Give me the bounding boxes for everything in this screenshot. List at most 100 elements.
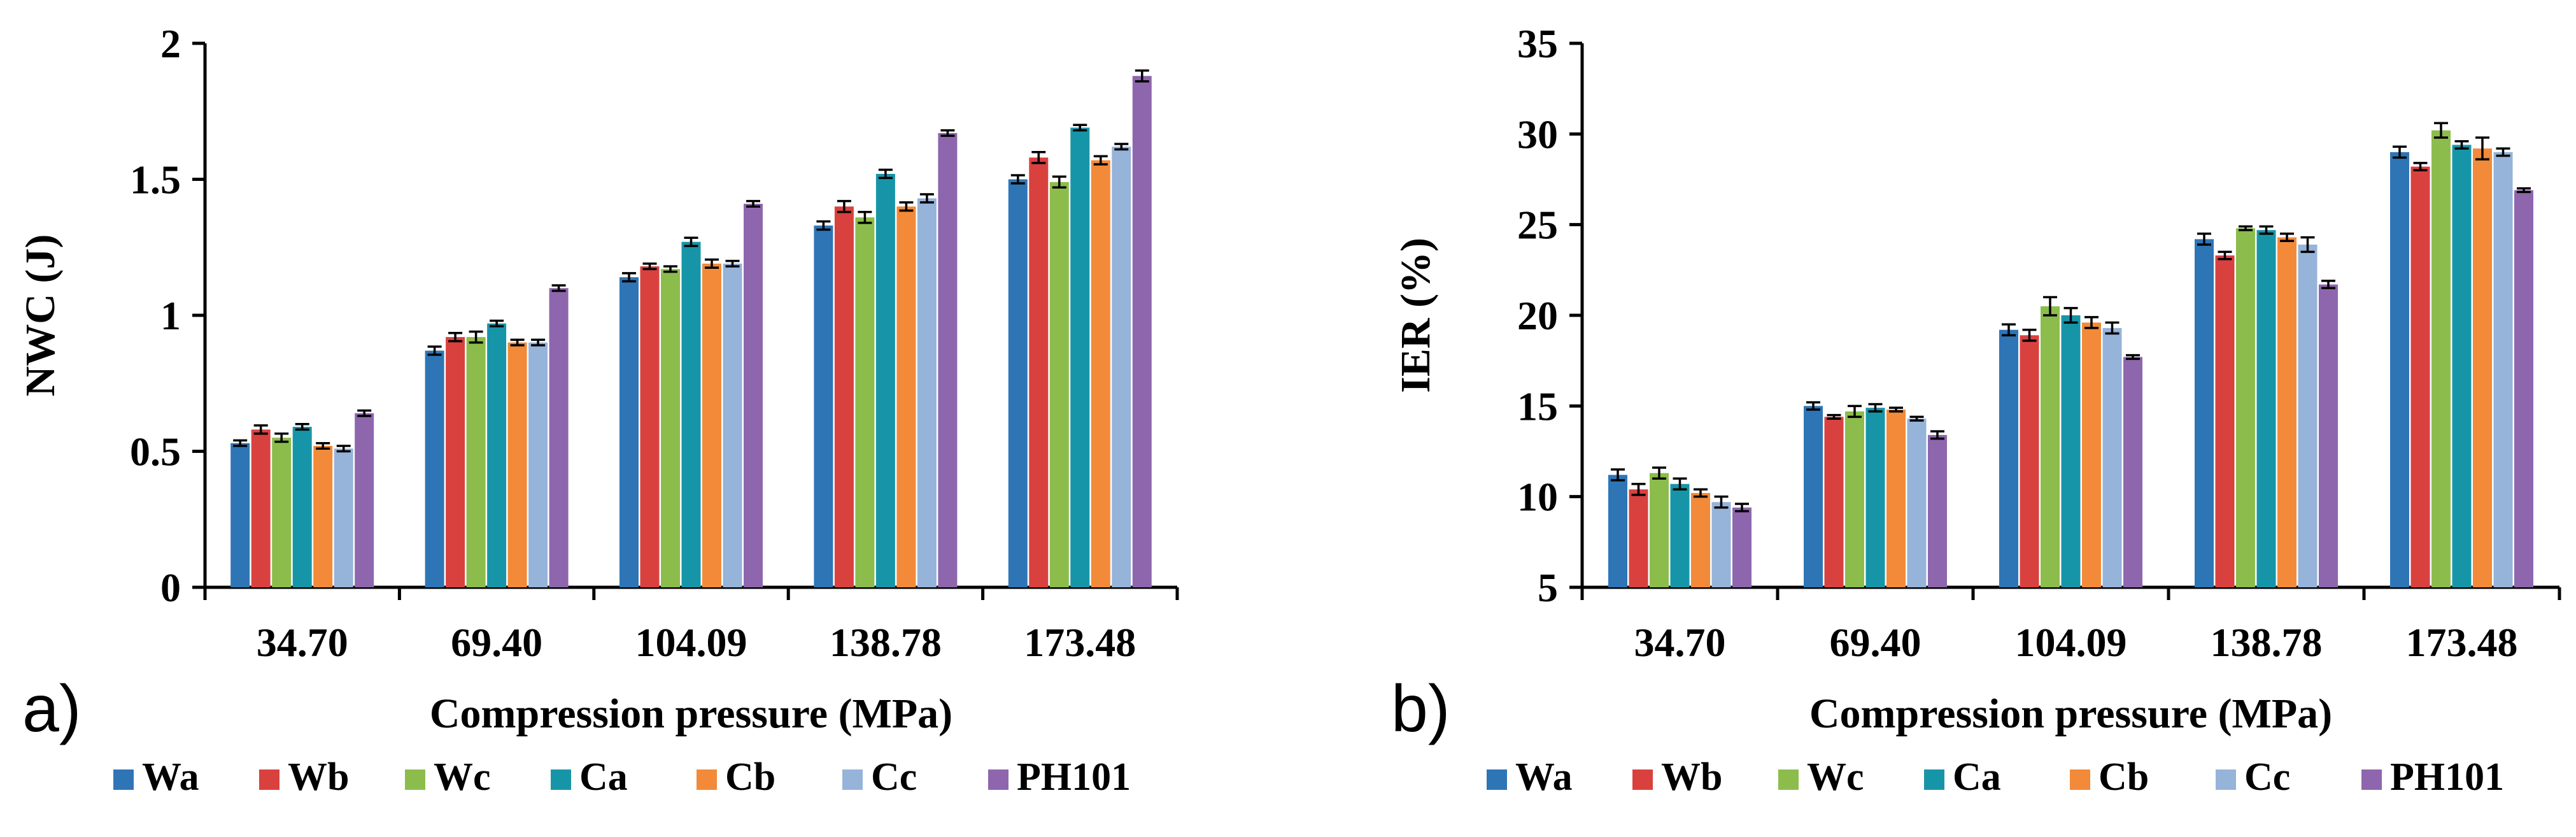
y-tick-label: 35 [1517, 21, 1558, 66]
legend-swatch [2070, 769, 2090, 790]
x-axis-title: Compression pressure (MPa) [1809, 690, 2332, 737]
error-bar-Cc [2105, 321, 2120, 335]
error-bar-Cc [1714, 495, 1729, 509]
legend-label: Wa [1515, 755, 1573, 799]
bar-Cb [896, 206, 916, 587]
bar-Wb [2020, 335, 2039, 587]
x-tick-label: 173.48 [2406, 620, 2518, 665]
bar-Cc [528, 342, 548, 587]
chart-a: 0 0.5 1 1.5 2 34.70 69.40 104.09 138.78 173.48 Com… [17, 21, 1179, 799]
legend-label: Wc [434, 755, 491, 799]
legend-label: Cc [871, 755, 917, 799]
bar-Ca [487, 323, 507, 587]
legend-swatch [988, 769, 1008, 790]
bar-Cb [1691, 492, 1710, 587]
legend: Wa Wb Wc Ca Cb Cc PH101 [1487, 755, 2504, 799]
bar-Cc [2298, 244, 2318, 588]
x-tick-label: 138.78 [2211, 620, 2323, 665]
bar-Cc [1112, 147, 1131, 587]
error-bar-Wa [622, 272, 636, 283]
legend-label: Cc [2244, 755, 2290, 799]
y-tick-label: 0.5 [130, 429, 181, 475]
error-bar-Cb [705, 258, 719, 269]
error-bar-PH101 [746, 199, 760, 208]
error-bar-Wa [233, 439, 248, 447]
error-bar-Cb [316, 441, 330, 450]
error-bar-Wb [253, 424, 268, 435]
x-tick-label: 173.48 [1024, 620, 1136, 665]
error-bar-Wc [274, 432, 289, 443]
bar-Cb [1091, 160, 1110, 588]
error-bar-PH101 [1930, 430, 1944, 440]
error-bar-Ca [684, 236, 698, 247]
legend-item-Wa: Wa [113, 755, 199, 799]
x-axis-title: Compression pressure (MPa) [430, 690, 952, 737]
legend-swatch [697, 769, 717, 790]
legend-item-Cc: Cc [842, 755, 917, 799]
panel-label: b) [1391, 672, 1450, 746]
error-bar-PH101 [357, 409, 372, 417]
error-bar-Wb [837, 199, 851, 213]
error-bar-Wa [1611, 468, 1625, 482]
legend: Wa Wb Wc Ca Cb Cc PH101 [113, 755, 1131, 799]
legend-item-Wc: Wc [405, 755, 491, 799]
y-tick-label: 30 [1517, 111, 1558, 157]
error-bar-Cb [1093, 155, 1108, 166]
bar-Wa [1999, 329, 2018, 587]
bar-Wb [2410, 166, 2430, 587]
error-bar-Wb [1631, 482, 1646, 496]
x-tick-label: 69.40 [1830, 620, 1921, 665]
bar-Wa [1804, 406, 1823, 587]
error-bar-Wa [816, 220, 831, 231]
bar-PH101 [2123, 357, 2142, 587]
bar-PH101 [549, 288, 569, 587]
bar-Ca [1070, 127, 1090, 587]
bar-Cc [2493, 152, 2513, 588]
legend-item-Wa: Wa [1487, 755, 1573, 799]
legend-item-Cb: Cb [2070, 755, 2149, 799]
legend-item-Cb: Cb [697, 755, 775, 799]
bar-Ca [2452, 145, 2472, 587]
error-bar-PH101 [1135, 69, 1149, 83]
error-bar-Ca [1868, 403, 1883, 413]
error-bar-Ca [1673, 477, 1687, 491]
error-bar-Cc [1909, 415, 1924, 422]
bar-Cc [1711, 502, 1731, 587]
bar-Cb [2277, 237, 2296, 587]
error-bar-PH101 [940, 129, 955, 137]
error-bar-PH101 [1735, 503, 1749, 513]
chart-b: 5 10 15 20 25 30 35 34.70 69.40 104.09 138.78 173.4… [1391, 21, 2561, 799]
bar-Wa [425, 350, 444, 587]
bar-Ca [2256, 230, 2276, 587]
bar-Wc [1650, 473, 1669, 587]
y-tick-label: 1.5 [130, 157, 181, 203]
bar-Ca [292, 427, 312, 587]
legend-label: Cb [725, 755, 775, 799]
legend-swatch [259, 769, 280, 790]
bar-Cb [702, 263, 721, 587]
error-bar-Wb [1827, 413, 1841, 420]
y-axis-title: IER (%) [1392, 238, 1439, 393]
x-tick-label: 138.78 [830, 620, 942, 665]
error-bar-Wc [1848, 404, 1862, 418]
legend-swatch [1487, 769, 1507, 790]
y-tick-label: 10 [1517, 475, 1558, 520]
x-tick-label: 69.40 [451, 620, 542, 665]
bar-PH101 [355, 413, 374, 587]
error-bar-PH101 [2321, 280, 2335, 290]
error-bar-Ca [1073, 124, 1087, 132]
legend-item-Wb: Wb [259, 755, 349, 799]
legend-item-PH101: PH101 [988, 755, 1131, 799]
panel-label: a) [22, 672, 81, 746]
y-tick-label: 2 [160, 21, 181, 66]
error-bar-Wa [427, 345, 442, 356]
x-tick-label: 34.70 [257, 620, 348, 665]
y-tick-label: 0 [160, 565, 181, 610]
legend-label: Ca [579, 755, 628, 799]
y-tick-label: 1 [160, 293, 181, 338]
error-bar-Ca [490, 319, 504, 327]
bar-PH101 [744, 203, 763, 587]
bar-Ca [1670, 483, 1690, 587]
error-bar-Cc [2496, 147, 2510, 157]
error-bar-Cc [336, 445, 351, 453]
